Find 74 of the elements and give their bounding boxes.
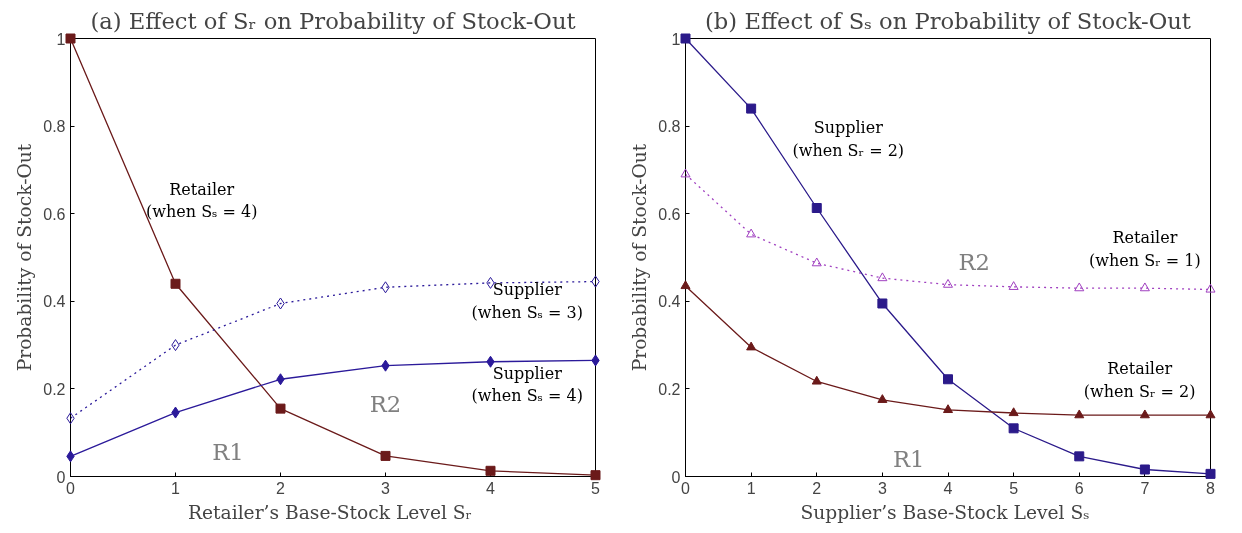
x-tick-label: 1 [746,479,756,497]
y-tick-label: 0.2 [43,380,66,398]
x-tick-label: 5 [1009,479,1019,497]
annotation: R2 [369,391,402,418]
point [1074,282,1085,292]
x-tick-label: 2 [812,479,822,497]
x-tick-label: 3 [877,479,887,497]
point [380,450,391,461]
point [877,394,888,403]
point [811,375,822,385]
x-axis-title: Retailer’s Base-Stock Level Sᵣ [187,501,473,523]
point [877,272,888,282]
point [943,374,953,385]
y-tick-label: 0 [671,468,681,486]
point [1074,451,1085,462]
y-tick-label: 0.4 [658,293,681,311]
point [275,403,286,414]
point [590,470,601,481]
point [1008,281,1019,290]
annotation: R1 [892,445,925,472]
point [1139,282,1150,292]
point [485,465,496,476]
point [1008,423,1019,434]
x-tick-label: 6 [1074,479,1084,497]
annotation: R1 [212,439,244,466]
point [1139,409,1150,419]
point [943,404,953,414]
y-tick-label: 0.6 [43,205,66,223]
series-label: Retailer (when Sₛ = 4) [146,179,258,222]
point [680,280,691,290]
x-tick-label: 8 [1206,479,1216,497]
point [943,278,953,288]
point [1074,409,1085,419]
x-tick-label: 4 [486,479,496,497]
series-label: Supplier (when Sᵣ = 2) [792,118,905,161]
chart-title: (b) Effect of Sₛ on Probability of Stock-Out [705,7,1191,34]
series-label: Retailer (when Sᵣ = 2) [1083,359,1196,402]
y-tick-label: 1 [671,30,681,48]
y-tick-label: 0.8 [658,118,681,136]
point [1205,468,1216,479]
point [680,33,691,44]
y-tick-label: 0 [56,468,66,486]
x-axis-title: Supplier’s Base-Stock Level Sₛ [800,501,1090,523]
x-tick-label: 4 [943,479,953,497]
y-tick-label: 0.6 [658,205,681,223]
y-axis-title: Probability of Stock-Out [14,143,36,372]
y-axis-title: Probability of Stock-Out [629,143,651,372]
x-tick-label: 5 [591,479,601,497]
point [746,103,757,114]
y-tick-label: 0.4 [43,293,66,311]
point [811,203,822,214]
annotation: R2 [958,248,990,275]
y-tick-label: 0.2 [658,380,681,398]
point [680,168,691,178]
point [877,298,888,309]
point [746,341,757,351]
point [811,257,822,267]
x-tick-label: 7 [1140,479,1150,497]
x-tick-label: 3 [381,479,391,497]
series-label: Supplier (when Sₛ = 4) [471,363,583,406]
series-label: Supplier (when Sₛ = 3) [471,280,583,323]
x-tick-label: 2 [276,479,286,497]
chart-title: (a) Effect of Sᵣ on Probability of Stock-Out [90,7,576,34]
x-tick-label: 1 [171,479,181,497]
point [1205,283,1216,293]
point [746,228,757,238]
point [1139,464,1150,475]
point [1205,409,1216,419]
point [65,33,76,44]
series-label: Retailer (when Sᵣ = 1) [1089,227,1201,270]
point [170,278,181,289]
y-tick-label: 0.8 [43,118,66,136]
y-tick-label: 1 [56,30,66,48]
point [1008,407,1019,417]
